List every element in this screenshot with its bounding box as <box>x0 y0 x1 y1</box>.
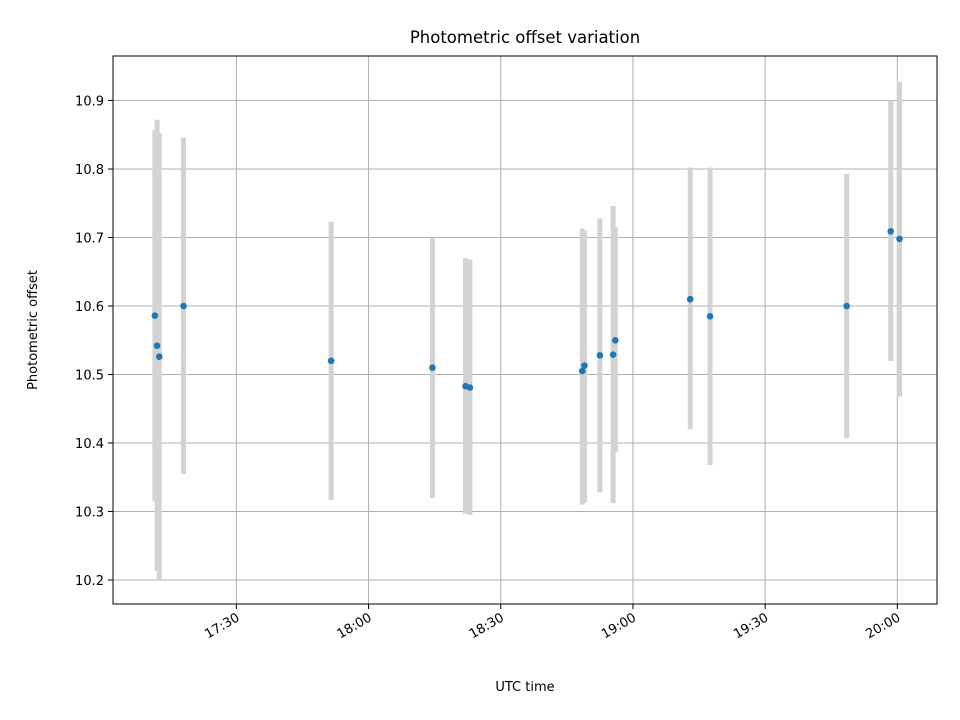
data-point <box>466 384 474 391</box>
data-point <box>153 342 161 350</box>
x-tick-label: 19:30 <box>731 610 771 642</box>
data-point <box>429 364 436 371</box>
y-axis-ticks: 10.2 10.3 10.4 10.5 10.6 10.7 10.8 10.9 <box>75 95 113 589</box>
x-tick-label: 17:30 <box>202 610 242 642</box>
data-point <box>151 312 159 319</box>
x-tick-label: 18:30 <box>467 610 507 642</box>
y-axis-label: Photometric offset <box>26 270 41 390</box>
plot-area <box>113 56 937 604</box>
y-tick-label: 10.5 <box>75 369 104 384</box>
x-axis-ticks: 17:30 18:00 18:30 19:00 19:30 20:00 <box>202 604 903 642</box>
data-point <box>609 351 617 358</box>
x-tick-label: 18:00 <box>335 610 375 642</box>
y-tick-label: 10.4 <box>75 437 104 452</box>
x-tick-label: 19:00 <box>599 610 639 642</box>
data-point <box>155 353 163 361</box>
chart-title: Photometric offset variation <box>410 28 640 47</box>
x-tick-label: 20:00 <box>863 610 903 642</box>
y-tick-label: 10.6 <box>75 300 104 315</box>
data-point <box>706 313 714 320</box>
data-point <box>612 336 619 344</box>
plot-frame <box>112 55 938 605</box>
data-point <box>896 235 903 243</box>
y-tick-label: 10.9 <box>75 95 104 110</box>
y-tick-label: 10.2 <box>75 574 104 589</box>
data-point <box>180 302 187 310</box>
x-axis-label: UTC time <box>495 680 554 695</box>
data-point <box>581 362 588 369</box>
data-point <box>686 295 694 303</box>
data-points <box>151 228 903 391</box>
data-point <box>596 352 604 359</box>
data-point <box>578 367 586 375</box>
data-point <box>327 357 335 365</box>
y-tick-label: 10.8 <box>75 163 104 178</box>
y-tick-label: 10.3 <box>75 506 104 521</box>
y-tick-label: 10.7 <box>75 232 104 247</box>
grid-lines <box>113 56 937 604</box>
data-point <box>843 302 850 310</box>
data-point <box>887 228 895 235</box>
